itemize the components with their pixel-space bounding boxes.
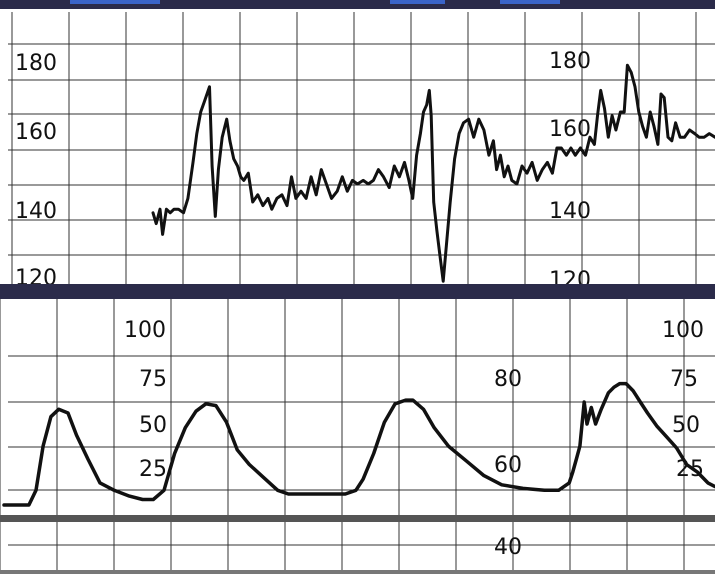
bottom-edge (0, 570, 715, 574)
top-band-highlight (70, 0, 160, 4)
fhr-tick-label-right-1: 180 (549, 49, 591, 74)
middle-band (0, 284, 715, 299)
toco-series-line (2, 381, 715, 507)
fhr-tick-label-left-3: 140 (15, 199, 57, 224)
toco-tick-label-right-2: 75 (670, 367, 698, 392)
toco-grid (0, 299, 715, 570)
toco-tick-label-left-3: 50 (139, 413, 167, 438)
toco-tick-label-left-4: 25 (139, 457, 167, 482)
top-band-highlight (390, 0, 445, 4)
toco-tick-label-right-1: 100 (662, 318, 704, 343)
toco-tick-label-right-3: 50 (672, 413, 700, 438)
top-band-highlight (500, 0, 560, 4)
fhr-series-line (151, 63, 715, 283)
toco-extra-label-60: 60 (494, 453, 522, 478)
top-band (0, 0, 715, 9)
toco-extra-label-40: 40 (494, 535, 522, 560)
fhr-panel: 180 160 140 120 180 160 140 120 (8, 12, 715, 293)
toco-panel: 100 75 50 25 100 75 50 25 80 60 40 (0, 299, 715, 570)
toco-tick-label-right-4: 25 (676, 457, 704, 482)
fhr-tick-label-left-1: 180 (15, 51, 57, 76)
lower-band (0, 515, 715, 522)
toco-extra-label-80: 80 (494, 367, 522, 392)
toco-tick-label-left-2: 75 (139, 367, 167, 392)
fhr-tick-label-right-2: 160 (549, 117, 591, 142)
toco-tick-label-left-1: 100 (124, 318, 166, 343)
fhr-tick-label-left-2: 160 (15, 120, 57, 145)
fhr-tick-label-right-3: 140 (549, 199, 591, 224)
